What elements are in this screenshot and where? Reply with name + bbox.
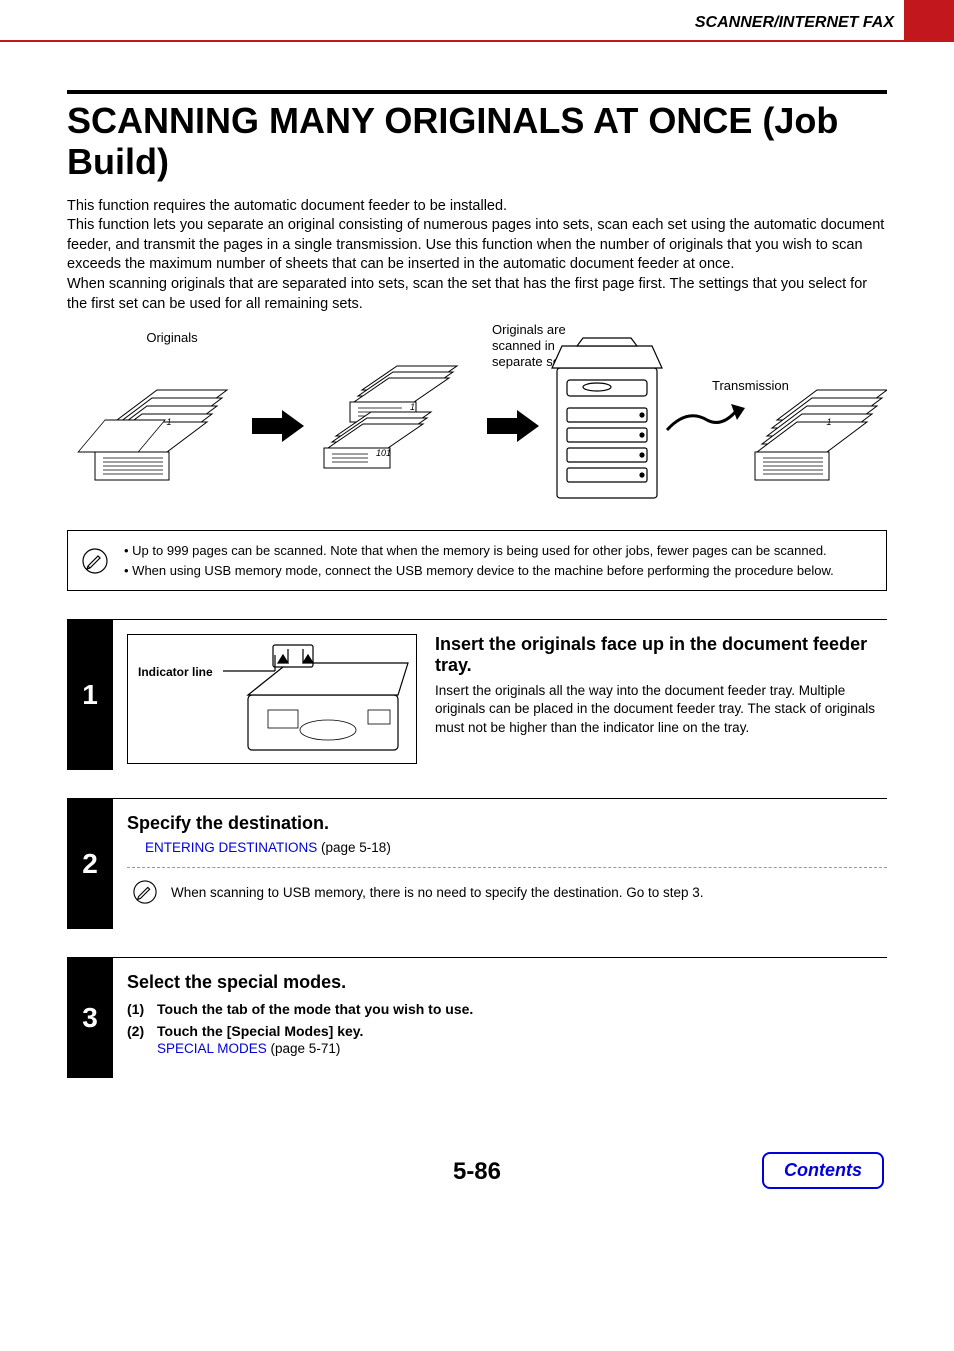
svg-text:1: 1 <box>410 402 415 412</box>
step-2-divider <box>127 867 887 868</box>
step-1-number: 1 <box>67 620 113 770</box>
step-2-subnote: When scanning to USB memory, there is no… <box>127 880 887 904</box>
step-1: 1 Indicator line <box>67 620 887 770</box>
stack-2: 1 101 <box>324 366 457 468</box>
pencil-icon <box>82 548 108 574</box>
note-item-1: Up to 999 pages can be scanned. Note tha… <box>124 541 872 561</box>
svg-text:101: 101 <box>376 448 391 458</box>
step-3-list: (1)Touch the tab of the mode that you wi… <box>127 1001 887 1056</box>
special-modes-link[interactable]: SPECIAL MODES <box>157 1041 267 1056</box>
machine-icon <box>552 338 662 498</box>
note-box: Up to 999 pages can be scanned. Note tha… <box>67 530 887 591</box>
steps: 1 Indicator line <box>67 619 887 1078</box>
label-originals: Originals <box>146 330 198 345</box>
step-1-heading: Insert the originals face up in the docu… <box>435 634 887 676</box>
arrow-2 <box>487 410 539 442</box>
svg-text:1: 1 <box>826 417 831 427</box>
step-2: 2 Specify the destination. ENTERING DEST… <box>67 799 887 929</box>
arrow-1 <box>252 410 304 442</box>
step-1-illustration: Indicator line <box>127 634 417 764</box>
label-transmission: Transmission <box>712 378 789 393</box>
step-3-item-2: (2)Touch the [Special Modes] key. <box>127 1023 887 1039</box>
header-rule <box>0 40 954 42</box>
header-section-title: SCANNER/INTERNET FAX <box>695 14 894 32</box>
workflow-diagram: Originals Originals are scanned in separ… <box>67 320 887 520</box>
label-scanned-1: Originals are <box>492 322 566 337</box>
stack-1: 1 <box>78 390 227 480</box>
step-3-item-2-ref: SPECIAL MODES (page 5-71) <box>157 1041 887 1056</box>
note-item-2: When using USB memory mode, connect the … <box>124 561 872 581</box>
svg-text:1: 1 <box>166 417 171 427</box>
page-title: SCANNING MANY ORIGINALS AT ONCE (Job Bui… <box>67 100 887 183</box>
step-2-subnote-text: When scanning to USB memory, there is no… <box>171 885 704 900</box>
entering-destinations-link[interactable]: ENTERING DESTINATIONS <box>145 840 317 855</box>
intro-para-1: This function requires the automatic doc… <box>67 197 887 217</box>
label-scanned-2: scanned in <box>492 338 555 353</box>
header-bar: SCANNER/INTERNET FAX <box>0 0 954 42</box>
intro-text: This function requires the automatic doc… <box>67 197 887 314</box>
diagram-svg: Originals Originals are scanned in separ… <box>67 320 887 520</box>
footer: 5-86 Contents <box>0 1158 954 1218</box>
step-2-heading: Specify the destination. <box>127 813 887 834</box>
step-3-number: 3 <box>67 958 113 1078</box>
contents-button[interactable]: Contents <box>762 1152 884 1189</box>
pencil-icon <box>133 880 157 904</box>
stack-3: 1 <box>755 390 887 480</box>
page: SCANNER/INTERNET FAX SCANNING MANY ORIGI… <box>0 0 954 1278</box>
step-1-body: Insert the originals all the way into th… <box>435 682 887 737</box>
title-rule <box>67 90 887 94</box>
entering-destinations-page: (page 5-18) <box>317 840 391 855</box>
intro-para-3: When scanning originals that are separat… <box>67 275 887 314</box>
step-3: 3 Select the special modes. (1)Touch the… <box>67 958 887 1078</box>
step-3-heading: Select the special modes. <box>127 972 887 993</box>
intro-para-2: This function lets you separate an origi… <box>67 216 887 275</box>
step-2-number: 2 <box>67 799 113 929</box>
step-3-item-1: (1)Touch the tab of the mode that you wi… <box>127 1001 887 1017</box>
main-content: SCANNING MANY ORIGINALS AT ONCE (Job Bui… <box>67 90 887 1078</box>
indicator-line-label: Indicator line <box>138 665 213 679</box>
transmission-arrow <box>667 404 745 430</box>
special-modes-page: (page 5-71) <box>267 1041 341 1056</box>
step-1-text: Insert the originals face up in the docu… <box>435 634 887 764</box>
